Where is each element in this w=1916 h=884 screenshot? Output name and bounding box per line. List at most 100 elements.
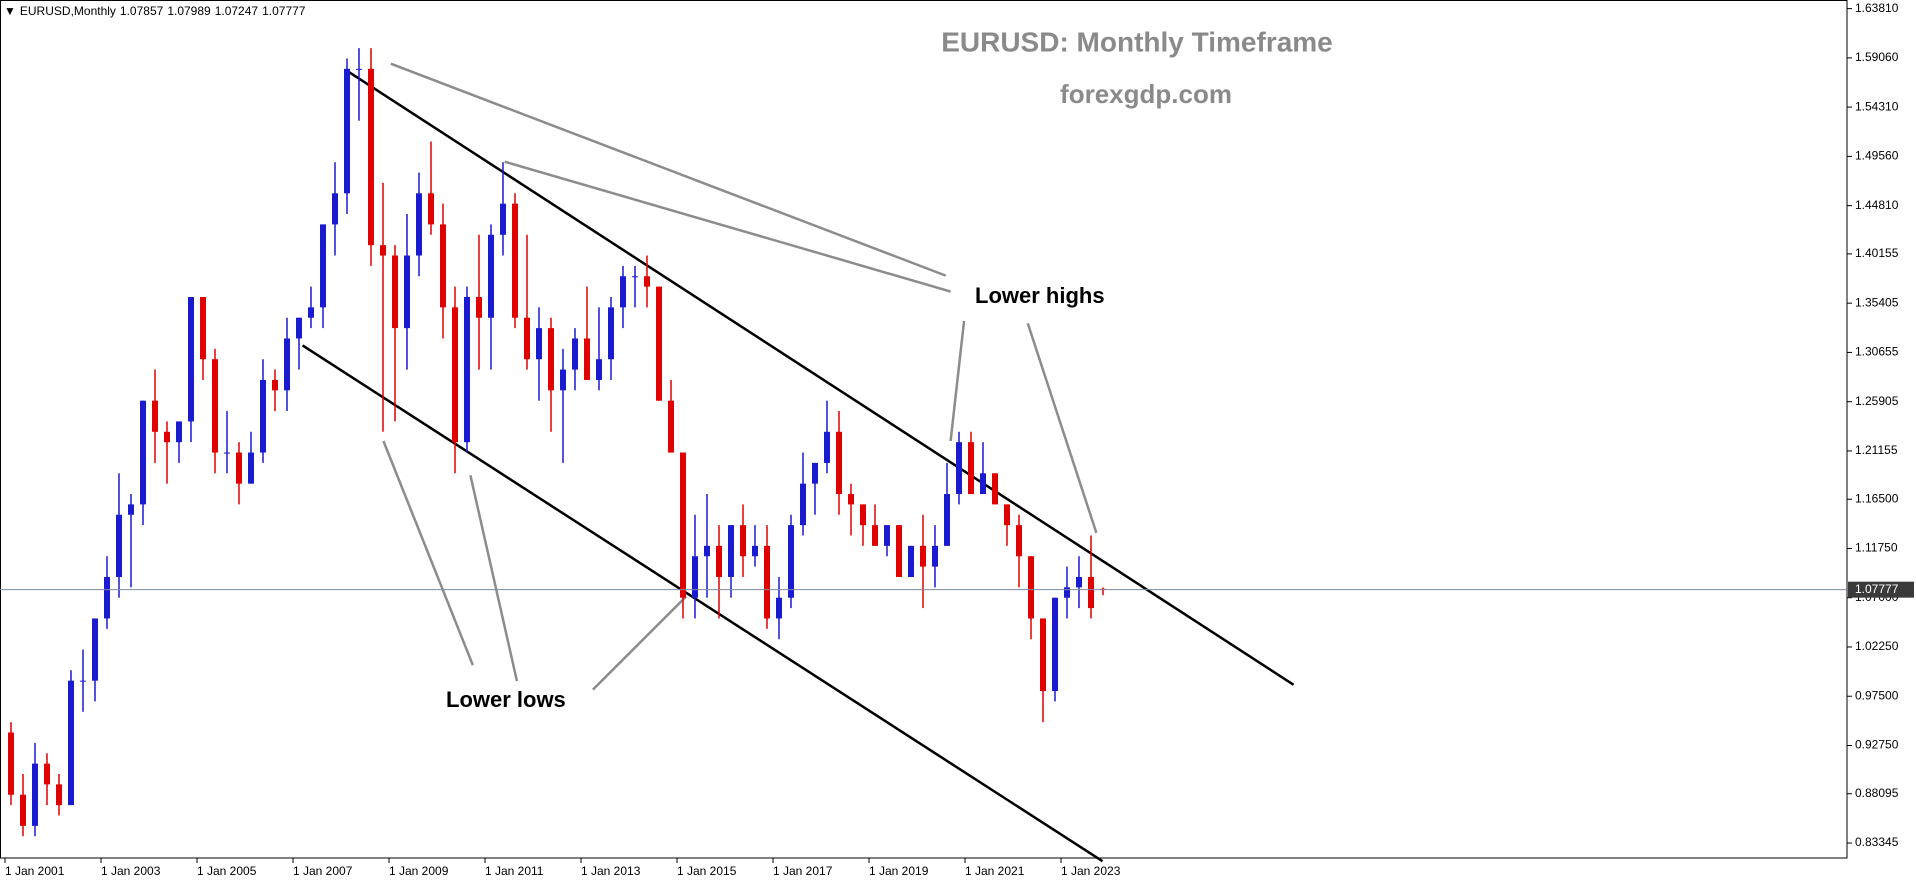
candle-body	[67, 680, 74, 806]
candle-body	[1003, 504, 1010, 526]
candle-body	[799, 483, 806, 526]
candle-body	[907, 545, 914, 577]
ohlc-open: 1.07857	[119, 4, 164, 18]
candle-body	[7, 732, 14, 795]
candle-body	[487, 234, 494, 318]
candle-body	[223, 452, 230, 454]
x-tick-label: 1 Jan 2009	[389, 864, 449, 878]
y-tick-label: 1.11750	[1855, 541, 1898, 555]
candle-body	[943, 494, 950, 546]
price-label: 1.07777	[1855, 582, 1899, 596]
x-tick-label: 1 Jan 2013	[581, 864, 641, 878]
y-tick-label: 0.83345	[1855, 835, 1899, 849]
x-tick-label: 1 Jan 2017	[773, 864, 833, 878]
y-tick-label: 1.59060	[1855, 50, 1899, 64]
chart-header: ▼ EURUSD,Monthly 1.07857 1.07989 1.07247 1.07…	[4, 4, 309, 18]
ohlc-close: 1.07777	[262, 4, 306, 18]
candle-body	[367, 68, 374, 246]
y-tick-label: 1.21155	[1855, 443, 1898, 457]
candle-body	[307, 307, 314, 318]
candle-body	[583, 338, 590, 380]
candle-body	[139, 400, 146, 505]
candle-body	[811, 462, 818, 484]
candle-body	[787, 525, 794, 598]
price-label-box	[1848, 581, 1914, 598]
pointer-line	[504, 160, 951, 293]
candle-body	[331, 193, 338, 225]
candle-body	[283, 338, 290, 391]
ohlc-low: 1.07247	[214, 4, 259, 18]
y-tick-label: 1.49560	[1855, 149, 1899, 163]
x-tick-label: 1 Jan 2011	[485, 864, 544, 878]
candle-body	[847, 494, 854, 505]
candle-body	[247, 452, 254, 484]
pointer-line	[592, 595, 687, 691]
candle-body	[619, 276, 626, 308]
candle-body	[1039, 618, 1046, 692]
candle-body	[463, 296, 470, 443]
y-tick-label: 0.97500	[1855, 688, 1899, 702]
channel-line	[301, 344, 1104, 863]
candle-body	[379, 245, 386, 256]
candle-body	[1051, 597, 1058, 692]
channel-line	[344, 68, 1295, 686]
candle-body	[571, 338, 578, 370]
x-tick-label: 1 Jan 2001	[5, 864, 65, 878]
candle-body	[199, 296, 206, 360]
candle-body	[967, 442, 974, 495]
candle-body	[595, 359, 602, 380]
candle-body	[751, 545, 758, 557]
candle-body	[871, 525, 878, 546]
candle-body	[475, 296, 482, 318]
plot-frame	[0, 0, 1848, 859]
pointer-line	[1026, 323, 1098, 534]
candle-body	[535, 328, 542, 360]
candle-body	[343, 68, 350, 194]
candle-body	[1087, 576, 1094, 609]
candle-body	[187, 296, 194, 422]
candle-body	[391, 255, 398, 329]
candle-body	[319, 224, 326, 308]
annotation: Lower lows	[446, 687, 566, 712]
candle-body	[295, 317, 302, 339]
candle-body	[883, 525, 890, 546]
candle-body	[55, 784, 62, 806]
candle-body	[79, 680, 86, 682]
pointer-line	[949, 320, 966, 442]
chart-title: EURUSD: Monthly Timeframe	[941, 26, 1333, 57]
y-tick-label: 1.30655	[1855, 345, 1899, 359]
candle-body	[991, 473, 998, 505]
annotation: Lower highs	[975, 283, 1105, 308]
candle-body	[979, 473, 986, 495]
candle-body	[643, 276, 650, 287]
candle-body	[439, 224, 446, 308]
x-tick-label: 1 Jan 2007	[293, 864, 353, 878]
pointer-line	[390, 62, 947, 277]
candle-body	[271, 379, 278, 391]
y-tick-label: 1.35405	[1855, 295, 1899, 309]
candle-body	[259, 379, 266, 453]
candle-body	[823, 431, 830, 463]
x-tick-label: 1 Jan 2023	[1061, 864, 1121, 878]
y-tick-label: 0.88095	[1855, 786, 1899, 800]
candle-body	[91, 618, 98, 681]
candle-body	[655, 286, 662, 401]
candle-body	[1015, 525, 1022, 557]
candle-body	[151, 400, 158, 432]
candle-body	[835, 431, 842, 495]
candle-body	[859, 504, 866, 526]
candle-body	[715, 545, 722, 577]
candle-body	[43, 763, 50, 785]
x-tick-label: 1 Jan 2015	[677, 864, 737, 878]
candle-body	[103, 576, 110, 619]
candle-body	[547, 328, 554, 391]
candle-body	[667, 400, 674, 453]
pointer-line	[469, 475, 519, 682]
y-tick-label: 1.63810	[1855, 1, 1899, 15]
x-tick-label: 1 Jan 2019	[869, 864, 929, 878]
candle-body	[163, 431, 170, 443]
pointer-line	[382, 440, 475, 666]
ohlc-high: 1.07989	[167, 4, 211, 18]
